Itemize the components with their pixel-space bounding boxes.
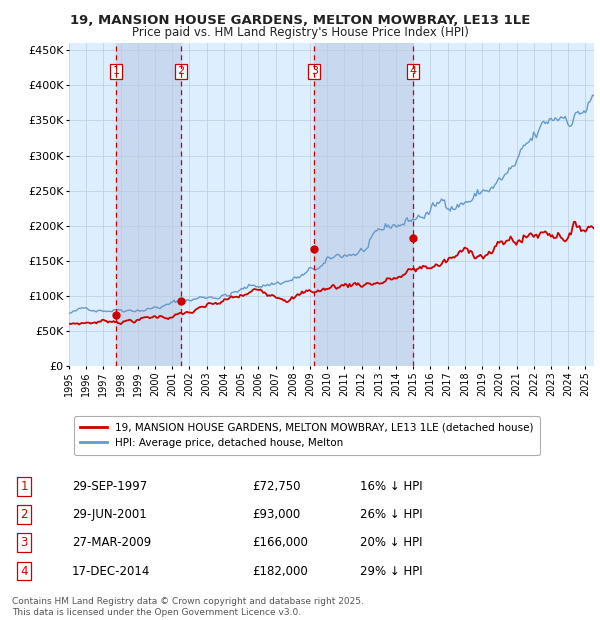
Text: 19, MANSION HOUSE GARDENS, MELTON MOWBRAY, LE13 1LE: 19, MANSION HOUSE GARDENS, MELTON MOWBRA… [70, 14, 530, 27]
Text: 29% ↓ HPI: 29% ↓ HPI [360, 565, 422, 577]
Legend: 19, MANSION HOUSE GARDENS, MELTON MOWBRAY, LE13 1LE (detached house), HPI: Avera: 19, MANSION HOUSE GARDENS, MELTON MOWBRA… [74, 417, 539, 454]
Text: 20% ↓ HPI: 20% ↓ HPI [360, 536, 422, 549]
Text: £182,000: £182,000 [252, 565, 308, 577]
Text: 1: 1 [113, 66, 120, 76]
Text: Price paid vs. HM Land Registry's House Price Index (HPI): Price paid vs. HM Land Registry's House … [131, 26, 469, 39]
Text: 17-DEC-2014: 17-DEC-2014 [72, 565, 151, 577]
Text: 2: 2 [20, 508, 28, 521]
Text: 4: 4 [20, 565, 28, 577]
Text: 29-SEP-1997: 29-SEP-1997 [72, 480, 147, 493]
Text: 1: 1 [20, 480, 28, 493]
Text: 2: 2 [178, 66, 184, 76]
Text: 27-MAR-2009: 27-MAR-2009 [72, 536, 151, 549]
Text: 16% ↓ HPI: 16% ↓ HPI [360, 480, 422, 493]
Text: 29-JUN-2001: 29-JUN-2001 [72, 508, 147, 521]
Text: Contains HM Land Registry data © Crown copyright and database right 2025.
This d: Contains HM Land Registry data © Crown c… [12, 598, 364, 617]
Bar [116, 43, 181, 366]
Bar [314, 43, 413, 366]
Text: 3: 3 [311, 66, 318, 76]
Text: 4: 4 [409, 66, 416, 76]
Text: 26% ↓ HPI: 26% ↓ HPI [360, 508, 422, 521]
Text: £166,000: £166,000 [252, 536, 308, 549]
Text: £93,000: £93,000 [252, 508, 300, 521]
Text: 3: 3 [20, 536, 28, 549]
Text: £72,750: £72,750 [252, 480, 301, 493]
